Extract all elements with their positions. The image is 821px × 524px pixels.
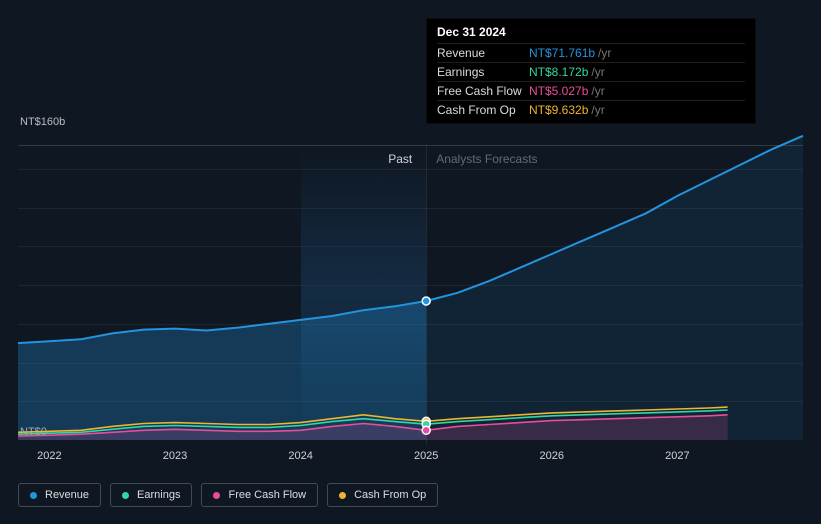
- x-tick-label: 2027: [665, 450, 689, 462]
- x-axis: 2022 2023 2024 2025 2026 2027: [18, 450, 803, 470]
- tooltip-unit: /yr: [591, 103, 604, 117]
- legend-label: Free Cash Flow: [228, 489, 306, 501]
- tooltip-metric: Free Cash Flow: [437, 84, 529, 98]
- legend-label: Earnings: [137, 489, 180, 501]
- tooltip-row: RevenueNT$71.761b/yr: [437, 43, 745, 62]
- tooltip-metric: Earnings: [437, 65, 529, 79]
- legend-label: Revenue: [45, 489, 89, 501]
- legend-dot-icon: [213, 492, 220, 499]
- tooltip-value: NT$8.172b: [529, 65, 588, 79]
- x-tick-label: 2022: [37, 450, 61, 462]
- tooltip-metric: Cash From Op: [437, 103, 529, 117]
- tooltip-value: NT$9.632b: [529, 103, 588, 117]
- legend-dot-icon: [30, 492, 37, 499]
- hover-tooltip: Dec 31 2024 RevenueNT$71.761b/yrEarnings…: [426, 18, 756, 124]
- tooltip-date: Dec 31 2024: [437, 25, 745, 43]
- legend-dot-icon: [122, 492, 129, 499]
- x-tick-label: 2023: [163, 450, 187, 462]
- tooltip-row: Free Cash FlowNT$5.027b/yr: [437, 81, 745, 100]
- tooltip-metric: Revenue: [437, 46, 529, 60]
- legend-item-earnings[interactable]: Earnings: [110, 483, 192, 507]
- legend-item-cash_from_op[interactable]: Cash From Op: [327, 483, 438, 507]
- tooltip-value: NT$5.027b: [529, 84, 588, 98]
- tooltip-row: Cash From OpNT$9.632b/yr: [437, 100, 745, 119]
- hover-marker-revenue: [422, 297, 430, 305]
- hover-marker-free_cash_flow: [422, 426, 430, 434]
- legend-dot-icon: [339, 492, 346, 499]
- tooltip-row: EarningsNT$8.172b/yr: [437, 62, 745, 81]
- legend-label: Cash From Op: [354, 489, 426, 501]
- tooltip-value: NT$71.761b: [529, 46, 595, 60]
- tooltip-unit: /yr: [598, 46, 611, 60]
- tooltip-rows: RevenueNT$71.761b/yrEarningsNT$8.172b/yr…: [437, 43, 745, 119]
- legend-item-revenue[interactable]: Revenue: [18, 483, 101, 507]
- legend: Revenue Earnings Free Cash Flow Cash From O…: [18, 483, 438, 507]
- tooltip-unit: /yr: [591, 84, 604, 98]
- legend-item-free_cash_flow[interactable]: Free Cash Flow: [201, 483, 318, 507]
- x-tick-label: 2025: [414, 450, 438, 462]
- tooltip-unit: /yr: [591, 65, 604, 79]
- x-tick-label: 2026: [540, 450, 564, 462]
- x-tick-label: 2024: [288, 450, 312, 462]
